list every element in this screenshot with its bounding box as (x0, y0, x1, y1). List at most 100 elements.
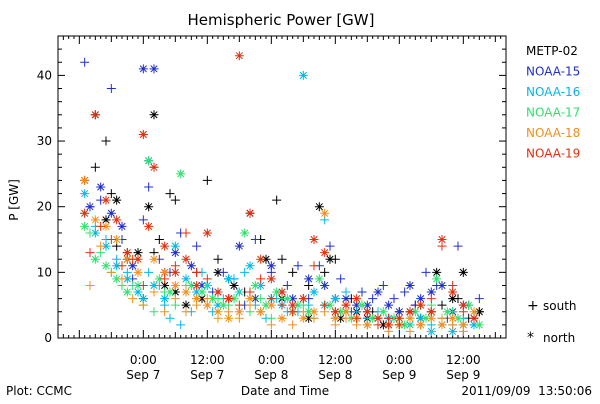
north-point (458, 267, 468, 277)
north-point (469, 320, 479, 330)
south-point (357, 287, 367, 297)
south-point (245, 287, 255, 297)
x-tick-date-label: Sep 8 (318, 368, 352, 382)
south-point (85, 228, 95, 238)
south-point (213, 254, 223, 264)
x-tick-time-label: 12:00 (190, 353, 225, 367)
north-point (224, 313, 234, 323)
north-point (341, 294, 351, 304)
south-point (320, 300, 330, 310)
north-point (149, 162, 159, 172)
legend-marker-label: north (543, 331, 575, 345)
north-point (90, 110, 100, 120)
north-point (192, 294, 202, 304)
data-points (80, 51, 484, 336)
north-point (362, 307, 372, 317)
north-point (224, 274, 234, 284)
south-point (106, 189, 116, 199)
north-point (453, 313, 463, 323)
south-point (277, 300, 287, 310)
north-point (138, 294, 148, 304)
y-tick-label: 30 (37, 134, 52, 148)
x-tick-date-label: Sep 8 (254, 368, 288, 382)
south-point (106, 235, 116, 245)
north-point (416, 313, 426, 323)
north-point (330, 307, 340, 317)
north-point (208, 294, 218, 304)
north-point (213, 267, 223, 277)
chart-title: Hemispheric Power [GW] (188, 11, 375, 29)
north-point (474, 320, 484, 330)
north-point (352, 300, 362, 310)
north-point (101, 195, 111, 205)
south-point (352, 313, 362, 323)
legend-entry: NOAA-17 (526, 106, 580, 120)
south-point (117, 261, 127, 271)
north-point (410, 307, 420, 317)
north-point (112, 235, 122, 245)
north-point (192, 287, 202, 297)
north-point (181, 287, 191, 297)
north-point (245, 261, 255, 271)
south-point (474, 294, 484, 304)
north-point (261, 254, 271, 264)
north-point (144, 202, 154, 212)
north-point (197, 287, 207, 297)
north-point (405, 280, 415, 290)
north-point (122, 248, 132, 258)
north-point (133, 267, 143, 277)
south-point (234, 300, 244, 310)
north-point (149, 280, 159, 290)
north-point (309, 287, 319, 297)
south-point (144, 267, 154, 277)
north-point (90, 215, 100, 225)
north-point (234, 307, 244, 317)
north-point (149, 64, 159, 74)
north-point (170, 267, 180, 277)
south-point (101, 136, 111, 146)
north-point (405, 307, 415, 317)
x-tick-time-label: 12:00 (446, 353, 481, 367)
north-point (160, 241, 170, 251)
north-point (320, 280, 330, 290)
y-tick-label: 40 (37, 68, 52, 82)
south-point (309, 261, 319, 271)
south-point (192, 241, 202, 251)
north-point (213, 307, 223, 317)
south-point (405, 326, 415, 336)
north-point (320, 248, 330, 258)
south-point (234, 287, 244, 297)
north-point (170, 280, 180, 290)
south-point (389, 294, 399, 304)
south-point (320, 267, 330, 277)
north-point (170, 287, 180, 297)
north-point (101, 215, 111, 225)
south-point (85, 280, 95, 290)
north-point (368, 313, 378, 323)
north-point (96, 182, 106, 192)
north-point (181, 274, 191, 284)
south-point (96, 221, 106, 231)
y-tick-label: 0 (44, 331, 52, 345)
north-point (240, 228, 250, 238)
north-point (426, 287, 436, 297)
north-point (266, 300, 276, 310)
legend-entry: METP-02 (526, 44, 578, 58)
x-tick-date-label: Sep 9 (446, 368, 480, 382)
x-tick-date-label: Sep 9 (382, 368, 416, 382)
legend-marker-symbol: * (527, 330, 534, 346)
north-point (154, 274, 164, 284)
south-point (266, 294, 276, 304)
north-point (464, 300, 474, 310)
north-point (122, 287, 132, 297)
north-point (261, 300, 271, 310)
north-point (448, 326, 458, 336)
north-point (101, 261, 111, 271)
south-point (378, 280, 388, 290)
north-point (256, 280, 266, 290)
north-point (197, 294, 207, 304)
north-point (458, 320, 468, 330)
north-point (202, 228, 212, 238)
